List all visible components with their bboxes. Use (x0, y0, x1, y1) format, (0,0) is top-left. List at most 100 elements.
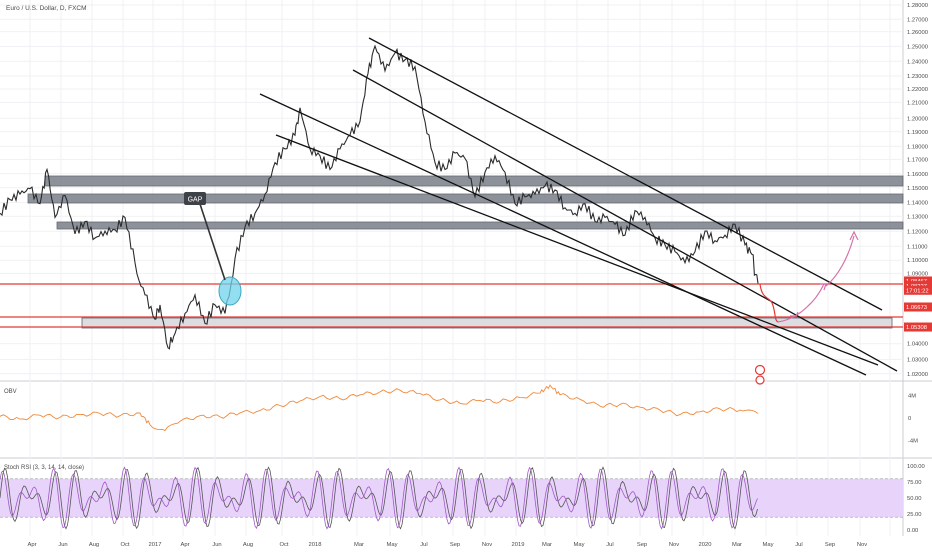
x-tick-label: Apr (27, 542, 36, 548)
y-tick-label: 1.20000 (907, 116, 928, 122)
price-label-badge (904, 276, 932, 286)
x-tick-label: Mar (542, 542, 552, 548)
price-label-badge (904, 285, 932, 295)
x-tick-label: May (574, 542, 585, 548)
y-tick-label: 1.15000 (907, 186, 928, 192)
trend-line (368, 37, 883, 311)
stoch-overbought-band (0, 478, 903, 518)
y-tick-label: 1.14000 (907, 201, 928, 207)
y-tick-label: 1.04000 (907, 342, 928, 348)
obv-y-tick-label: 4M (908, 393, 916, 399)
x-tick-label: 2017 (149, 542, 162, 548)
trend-line (275, 134, 879, 366)
stoch-series-D (0, 466, 758, 530)
y-tick-label: 1.17000 (907, 157, 928, 163)
stoch-title: Stoch RSI (3, 3, 14, 14, close) (4, 465, 84, 471)
y-tick-label: 1.22000 (907, 87, 928, 93)
x-tick-label: Oct (279, 542, 288, 548)
price-label-badge (904, 281, 932, 291)
obv-panel (0, 381, 903, 457)
obv-y-tick-label: 0 (908, 416, 911, 422)
x-tick-label: Nov (857, 542, 867, 548)
projection-down-red (759, 283, 779, 323)
gap-callout-text: GAP (188, 197, 203, 204)
y-tick-label: 1.19000 (907, 130, 928, 136)
projection-arrowhead-2 (820, 283, 827, 291)
price-layer (0, 44, 759, 350)
x-tick-label: Sep (825, 542, 835, 548)
obv-series-line (0, 384, 759, 432)
gap-pointer (199, 203, 226, 281)
x-tick-label: 2018 (309, 542, 322, 548)
x-tick-label: Sep (637, 542, 647, 548)
stoch-series-K (0, 466, 758, 530)
price-label-text: 1.06673 (906, 305, 927, 311)
resistance-zone (27, 193, 904, 204)
gap-callout (184, 192, 206, 205)
price-label-badge (904, 302, 932, 312)
x-tick-label: Jul (420, 542, 427, 548)
x-tick-label: Aug (89, 542, 99, 548)
projection-up-pink-2 (825, 235, 855, 287)
price-label-text: 17:01:22 (906, 288, 929, 294)
event-marker-icon (755, 375, 765, 385)
x-tick-label: May (387, 542, 398, 548)
y-tick-label: 1.21000 (907, 100, 928, 106)
y-tick-label: 1.28000 (907, 3, 928, 9)
y-tick-label: 1.09000 (907, 271, 928, 277)
price-line (0, 44, 759, 350)
x-tick-label: Jul (795, 542, 802, 548)
x-tick-label: Nov (669, 542, 679, 548)
gap-circle (218, 276, 242, 306)
resistance-zone (56, 221, 904, 230)
main-title: Euro / U.S. Dollar, D, FXCM (6, 5, 87, 12)
y-tick-label: 1.12000 (907, 229, 928, 235)
projection-up-pink (777, 283, 825, 323)
resistance-zone (81, 317, 893, 329)
event-marker-icon (754, 364, 766, 376)
obv-title: OBV (4, 389, 17, 395)
y-tick-label: 1.25000 (907, 44, 928, 50)
axis-layer: 1.28000 1.27000 1.26000 1.25000 1.24000 1.230… (27, 3, 932, 548)
stoch-y-tick-label: 100.00 (907, 464, 925, 470)
stoch-y-tick-label: 0.00 (907, 528, 918, 534)
price-label-text: 1.05308 (906, 325, 927, 331)
x-tick-label: Jul (606, 542, 613, 548)
x-tick-label: Jun (58, 542, 67, 548)
stoch-y-tick-label: 25.00 (907, 512, 922, 518)
obv-layer (0, 384, 759, 432)
projection-arrowhead (849, 230, 859, 241)
x-tick-label: Apr (180, 542, 189, 548)
grid-layer (0, 0, 903, 536)
y-tick-label: 1.27000 (907, 17, 928, 23)
y-tick-label: 1.13000 (907, 214, 928, 220)
trend-line (352, 69, 898, 372)
x-tick-label: Oct (120, 542, 129, 548)
price-label-badge (904, 322, 932, 332)
x-tick-label: Mar (354, 542, 364, 548)
y-tick-label: 1.26000 (907, 30, 928, 36)
x-tick-label: 2019 (512, 542, 525, 548)
annot-layer: GAP (184, 192, 859, 385)
x-tick-label: Jun (212, 542, 221, 548)
resistance-zone (44, 175, 904, 187)
projection-arrowhead-3 (790, 311, 799, 317)
x-tick-label: Aug (243, 542, 253, 548)
stoch-y-tick-label: 75.00 (907, 480, 922, 486)
y-tick-label: 1.11000 (907, 244, 928, 250)
y-tick-label: 1.24000 (907, 59, 928, 65)
y-tick-label: 1.02000 (907, 372, 928, 378)
stoch-layer (0, 466, 903, 530)
x-tick-label: Nov (482, 542, 492, 548)
y-tick-label: 1.18000 (907, 144, 928, 150)
y-tick-label: 1.23000 (907, 74, 928, 80)
x-tick-label: May (763, 542, 774, 548)
stoch-y-tick-label: 50.00 (907, 496, 922, 502)
x-tick-label: Mar (732, 542, 742, 548)
x-tick-label: 2020 (699, 542, 712, 548)
y-tick-label: 1.10000 (907, 258, 928, 264)
trend-line (259, 93, 867, 376)
y-tick-label: 1.03000 (907, 357, 928, 363)
trend-layer (259, 37, 898, 376)
